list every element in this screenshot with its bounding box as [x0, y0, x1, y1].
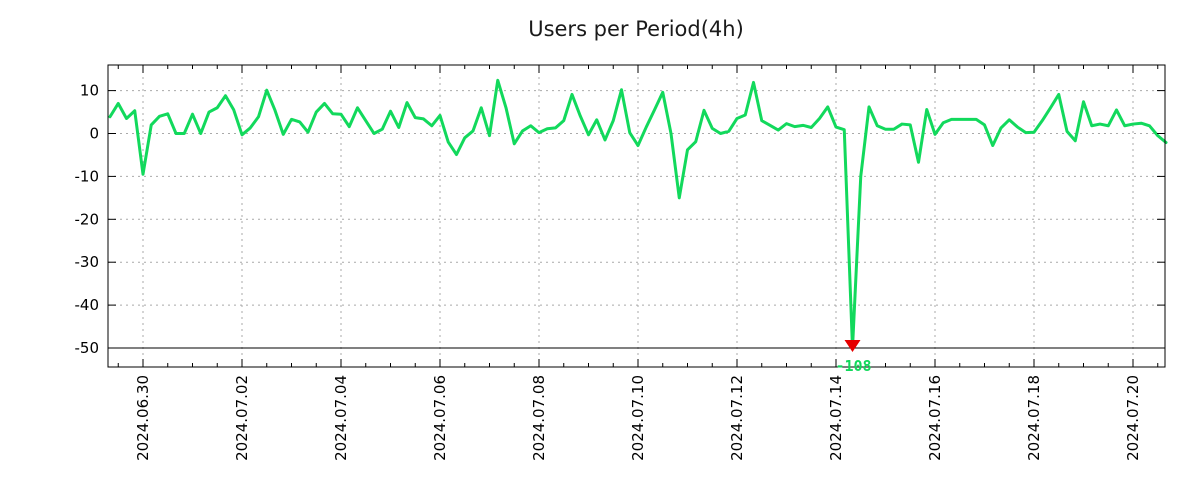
- y-tick-label: 0: [89, 125, 99, 143]
- y-tick-label: -50: [75, 339, 100, 357]
- plot-border: [107, 64, 1166, 368]
- y-tick-label: -20: [75, 210, 100, 228]
- users-series-line: [108, 78, 1168, 350]
- x-axis-labels: 2024.06.30 2024.07.02 2024.07.04 2024.07.06…: [134, 375, 1142, 461]
- x-tick-label: 2024.07.10: [629, 375, 647, 461]
- grid: [108, 65, 1165, 367]
- plot-frame: [107, 64, 1166, 368]
- min-annotation: -108: [835, 340, 872, 375]
- axis-ticks: [108, 65, 1165, 367]
- x-tick-label: 2024.07.02: [233, 375, 251, 461]
- y-tick-label: -40: [75, 296, 100, 314]
- series-line: [108, 78, 1168, 350]
- x-tick-label: 2024.07.20: [1124, 375, 1142, 461]
- y-tick-label: -10: [75, 167, 100, 185]
- x-tick-label: 2024.07.14: [827, 375, 845, 461]
- y-axis-labels: 10 0 -10 -20 -30 -40 -50: [75, 82, 100, 357]
- chart-title: Users per Period(4h): [528, 17, 744, 41]
- x-tick-label: 2024.07.04: [332, 375, 350, 461]
- x-tick-label: 2024.07.08: [530, 375, 548, 461]
- min-value-label: -108: [835, 357, 871, 375]
- y-tick-label: 10: [80, 82, 99, 100]
- clip-arrow-down-icon: [844, 340, 861, 352]
- x-tick-label: 2024.07.18: [1025, 375, 1043, 461]
- x-tick-label: 2024.07.06: [431, 375, 449, 461]
- x-tick-label: 2024.07.16: [926, 375, 944, 461]
- x-tick-label: 2024.06.30: [134, 375, 152, 461]
- x-tick-label: 2024.07.12: [728, 375, 746, 461]
- y-tick-label: -30: [75, 253, 100, 271]
